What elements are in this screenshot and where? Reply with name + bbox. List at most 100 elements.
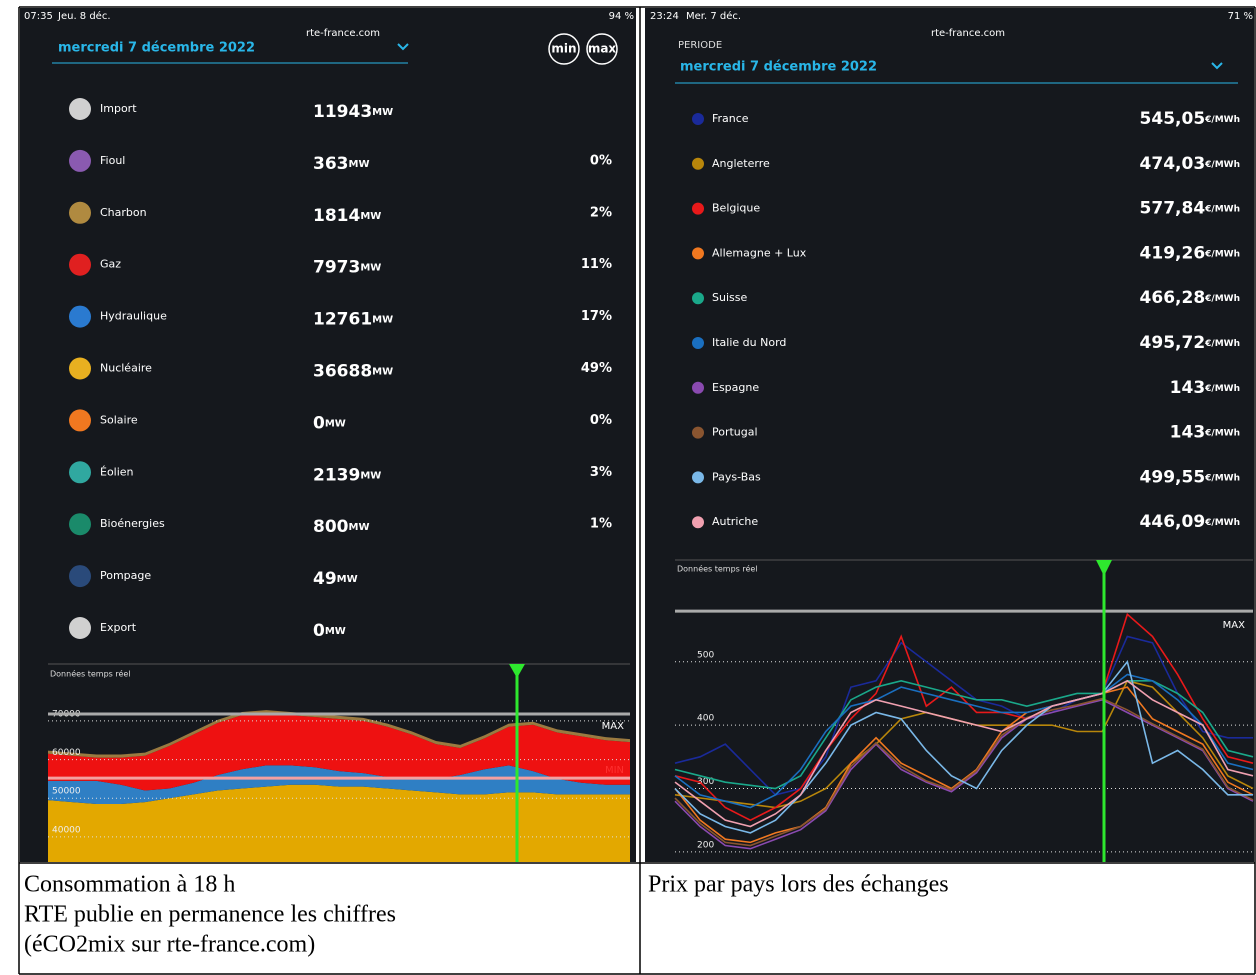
value: 446,09 [1140, 512, 1206, 532]
period-label: PERIODE [678, 40, 722, 51]
country: Belgique [712, 202, 760, 215]
share: 11% [581, 257, 612, 272]
source-value: 36688MW [313, 362, 393, 382]
legend-dot [692, 113, 704, 125]
unit: €/MWh [1204, 204, 1240, 214]
value: 1814 [313, 206, 360, 226]
icon [69, 513, 91, 536]
source-label: Charbon [100, 206, 147, 219]
source-value: 0MW [313, 621, 346, 641]
y-tick-label: 400 [697, 714, 714, 724]
unit: €/MWh [1204, 249, 1240, 259]
source-label: Import [100, 102, 137, 115]
legend-dot [692, 426, 704, 439]
min-button-label: min [551, 42, 576, 56]
value: 0 [313, 413, 325, 433]
chevron [397, 43, 409, 51]
price: 143€/MWh [1170, 423, 1240, 443]
icon [69, 149, 91, 172]
url: rte-france.com [931, 28, 1005, 39]
icon [69, 98, 91, 120]
unit: MW [337, 574, 358, 585]
battery: 71 % [1228, 11, 1253, 22]
unit: MW [325, 626, 346, 637]
value: 499,55 [1140, 467, 1206, 487]
cursor-head [509, 664, 525, 678]
price: 419,26€/MWh [1140, 243, 1240, 263]
price-line [674, 612, 1254, 822]
price: 446,09€/MWh [1140, 512, 1240, 532]
source-label: Export [100, 621, 137, 634]
source-value: 363MW [313, 154, 369, 174]
share: 0% [590, 413, 612, 428]
y-tick-label: 200 [697, 840, 714, 850]
unit: MW [360, 211, 381, 222]
value: 7973 [313, 258, 360, 278]
value: 474,03 [1140, 154, 1206, 174]
value: 49 [313, 569, 337, 589]
unit: €/MWh [1204, 294, 1240, 304]
value: 495,72 [1140, 333, 1206, 353]
caption: Consommation à 18 h [24, 872, 235, 898]
unit: €/MWh [1204, 428, 1240, 438]
source-label: Éolien [100, 465, 134, 478]
source-value: 7973MW [313, 258, 381, 278]
date-select[interactable]: mercredi 7 décembre 2022 [58, 41, 255, 56]
price: 545,05€/MWh [1140, 109, 1240, 129]
value: 2139 [313, 465, 360, 485]
source-value: 800MW [313, 517, 369, 537]
value: 36688 [313, 362, 372, 382]
share: 17% [581, 309, 612, 324]
share: 1% [590, 517, 612, 532]
max-button-label: max [588, 42, 617, 56]
legend-dot [692, 292, 704, 305]
unit: €/MWh [1204, 159, 1240, 169]
price-line [674, 697, 1254, 847]
date-select[interactable]: mercredi 7 décembre 2022 [680, 60, 877, 75]
icon [69, 409, 91, 432]
source-label: Bioénergies [100, 517, 165, 530]
share: 0% [590, 153, 612, 168]
icon [69, 305, 91, 328]
unit: MW [372, 367, 393, 378]
price-line [674, 679, 1254, 828]
source-label: Solaire [100, 413, 138, 426]
country: Espagne [712, 381, 759, 394]
max-label: MAX [1223, 620, 1245, 631]
value: 12761 [313, 310, 372, 330]
table-borders [18, 6, 1256, 975]
value: 143 [1170, 378, 1206, 398]
price: 466,28€/MWh [1140, 288, 1240, 308]
chevron [1211, 62, 1223, 70]
price: 577,84€/MWh [1140, 199, 1240, 219]
icon [69, 201, 91, 224]
min-label: MIN [605, 765, 624, 776]
area [48, 784, 630, 862]
value: 577,84 [1140, 199, 1206, 219]
source-value: 11943MW [313, 102, 393, 122]
max-button[interactable] [586, 33, 618, 65]
unit: MW [372, 107, 393, 118]
legend-dot [692, 202, 704, 215]
country: Portugal [712, 426, 758, 439]
unit: €/MWh [1204, 383, 1240, 393]
status-date: Mer. 7 déc. [686, 10, 741, 22]
icon [69, 461, 91, 484]
price: 143€/MWh [1170, 378, 1240, 398]
country: Autriche [712, 515, 758, 528]
battery: 94 % [609, 11, 634, 22]
value: 143 [1170, 423, 1206, 443]
unit: MW [360, 263, 381, 274]
price-line [674, 673, 1254, 809]
icon [69, 565, 91, 588]
max-label: MAX [602, 721, 624, 732]
min-button[interactable] [548, 33, 580, 65]
source-value: 1814MW [313, 206, 381, 226]
country: Pays-Bas [712, 470, 761, 483]
price: 474,03€/MWh [1140, 154, 1240, 174]
y-tick-label: 60000 [52, 748, 81, 758]
unit: MW [349, 159, 370, 170]
country: Angleterre [712, 157, 770, 170]
status-time: 07:35 [24, 11, 53, 22]
